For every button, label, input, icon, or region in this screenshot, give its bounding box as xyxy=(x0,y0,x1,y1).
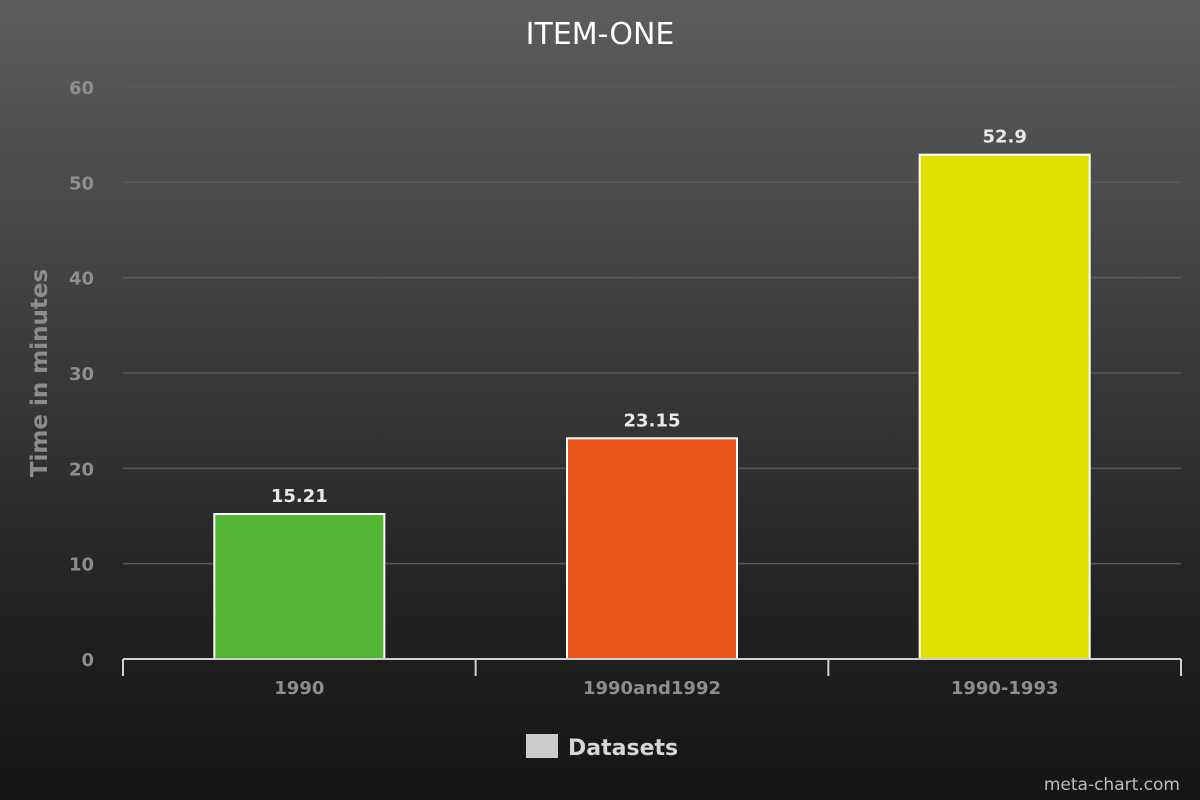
bar-0[interactable] xyxy=(213,512,386,660)
y-tick-label: 30 xyxy=(69,364,94,385)
y-tick-label: 40 xyxy=(69,269,94,290)
bars xyxy=(213,153,1091,661)
x-tick-label: 1990-1993 xyxy=(951,678,1059,699)
y-tick-label: 50 xyxy=(69,173,94,194)
y-tick-label: 0 xyxy=(81,650,94,671)
y-tick-label: 60 xyxy=(69,78,94,99)
data-label: 52.9 xyxy=(982,127,1026,148)
x-tick-label: 1990and1992 xyxy=(583,678,721,699)
data-label: 15.21 xyxy=(271,486,328,507)
y-tick-label: 20 xyxy=(69,459,94,480)
legend-label: Datasets xyxy=(568,736,678,761)
x-tick-label: 1990 xyxy=(274,678,324,699)
chart-title: ITEM-ONE xyxy=(526,17,675,52)
legend-swatch xyxy=(526,734,558,758)
bar-2[interactable] xyxy=(918,153,1091,660)
bar-1[interactable] xyxy=(566,437,738,661)
credit-text: meta-chart.com xyxy=(1044,775,1180,795)
y-axis-label: Time in minutes xyxy=(27,269,53,477)
x-axis xyxy=(122,658,1182,676)
tick-labels: 0 10 20 30 40 50 60 15.21 1990 23.15 1990and1992 52… xyxy=(69,78,1059,699)
legend[interactable]: Datasets xyxy=(526,734,678,761)
data-label: 23.15 xyxy=(624,410,681,431)
y-tick-label: 10 xyxy=(69,555,94,576)
